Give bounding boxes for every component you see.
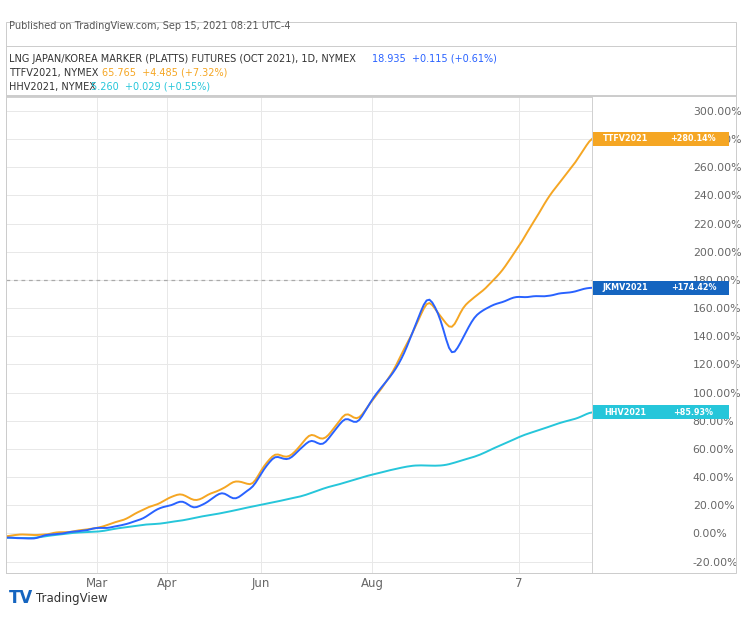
Text: HHV2021: HHV2021 <box>605 408 646 417</box>
Text: +85.93%: +85.93% <box>674 408 713 417</box>
Text: Published on TradingView.com, Sep 15, 2021 08:21 UTC-4: Published on TradingView.com, Sep 15, 20… <box>9 21 290 31</box>
Text: TV: TV <box>9 589 33 607</box>
Text: +174.42%: +174.42% <box>671 284 716 292</box>
Text: LNG JAPAN/KOREA MARKER (PLATTS) FUTURES (OCT 2021), 1D, NYMEX: LNG JAPAN/KOREA MARKER (PLATTS) FUTURES … <box>9 54 359 64</box>
Text: TTFV2021, NYMEX: TTFV2021, NYMEX <box>9 68 102 78</box>
Text: TradingView: TradingView <box>36 592 108 605</box>
Text: JKMV2021: JKMV2021 <box>603 284 649 292</box>
Text: +280.14%: +280.14% <box>671 134 716 144</box>
Text: 18.935  +0.115 (+0.61%): 18.935 +0.115 (+0.61%) <box>372 54 497 64</box>
Text: 65.765  +4.485 (+7.32%): 65.765 +4.485 (+7.32%) <box>102 68 227 78</box>
Text: HHV2021, NYMEX: HHV2021, NYMEX <box>9 82 99 92</box>
Text: 5.260  +0.029 (+0.55%): 5.260 +0.029 (+0.55%) <box>91 82 210 92</box>
Text: TTFV2021: TTFV2021 <box>603 134 648 144</box>
